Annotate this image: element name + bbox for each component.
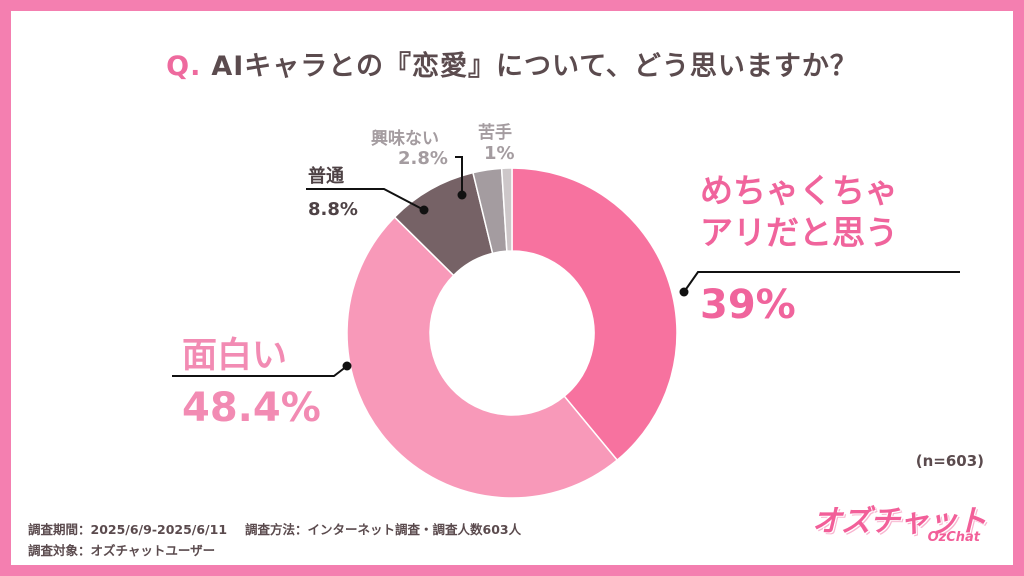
leader-kyomi-nai xyxy=(455,156,463,195)
footer-line-1: 調査期間：2025/6/9-2025/6/11 調査方法：インターネット調査・調査… xyxy=(28,519,521,538)
leader-futsu xyxy=(306,188,425,211)
leader-omoshiroi xyxy=(172,365,348,377)
leader-kyomi-nai-dot xyxy=(457,190,467,200)
question-prefix: Q. xyxy=(166,51,202,82)
value-label-omoshiroi: 48.4% xyxy=(182,385,321,431)
footer-line-2: 調査対象：オズチャットユーザー xyxy=(28,540,215,559)
ozchat-logo: オズチャット OzChat xyxy=(812,496,992,552)
label-futsu: 普通 xyxy=(308,166,344,187)
page-title: Q. AIキャラとの『恋愛』について、どう思いますか？ xyxy=(0,44,1024,83)
label-omoshiroi: 面白い xyxy=(182,336,288,376)
label-kyomi-nai: 興味ない xyxy=(371,129,439,149)
slice-nigate xyxy=(500,167,513,252)
logo-subtext: OzChat xyxy=(927,530,980,545)
value-label-arinashi: 39% xyxy=(700,282,796,328)
value-label-kyomi-nai: 2.8% xyxy=(398,148,448,169)
survey-target: 調査対象：オズチャットユーザー xyxy=(28,543,216,558)
value-label-nigate: 1% xyxy=(484,143,515,164)
leader-arinashi-dot xyxy=(679,287,689,297)
sample-size-note: (n=603) xyxy=(915,452,984,470)
leader-futsu-dot xyxy=(419,205,429,215)
logo-wordmark: オズチャット xyxy=(812,504,987,539)
survey-period: 調査期間：2025/6/9-2025/6/11 xyxy=(28,522,228,537)
donut-slices xyxy=(346,167,678,499)
leader-arinashi xyxy=(683,271,960,293)
label-arinashi: めちゃくちゃ アリだと思う xyxy=(700,170,898,254)
label-arinashi-line1: めちゃくちゃ xyxy=(700,171,898,210)
label-arinashi-line2: アリだと思う xyxy=(700,213,898,252)
value-label-futsu: 8.8% xyxy=(308,199,358,220)
leader-omoshiroi-dot xyxy=(342,361,352,371)
survey-method: 調査方法：インターネット調査・調査人数603人 xyxy=(245,522,522,537)
question-text: AIキャラとの『恋愛』について、どう思いますか？ xyxy=(211,51,858,82)
slice-arinashi xyxy=(511,167,678,462)
label-nigate: 苦手 xyxy=(478,123,512,143)
leader-lines xyxy=(172,156,960,377)
slice-omoshiroi xyxy=(346,216,619,499)
